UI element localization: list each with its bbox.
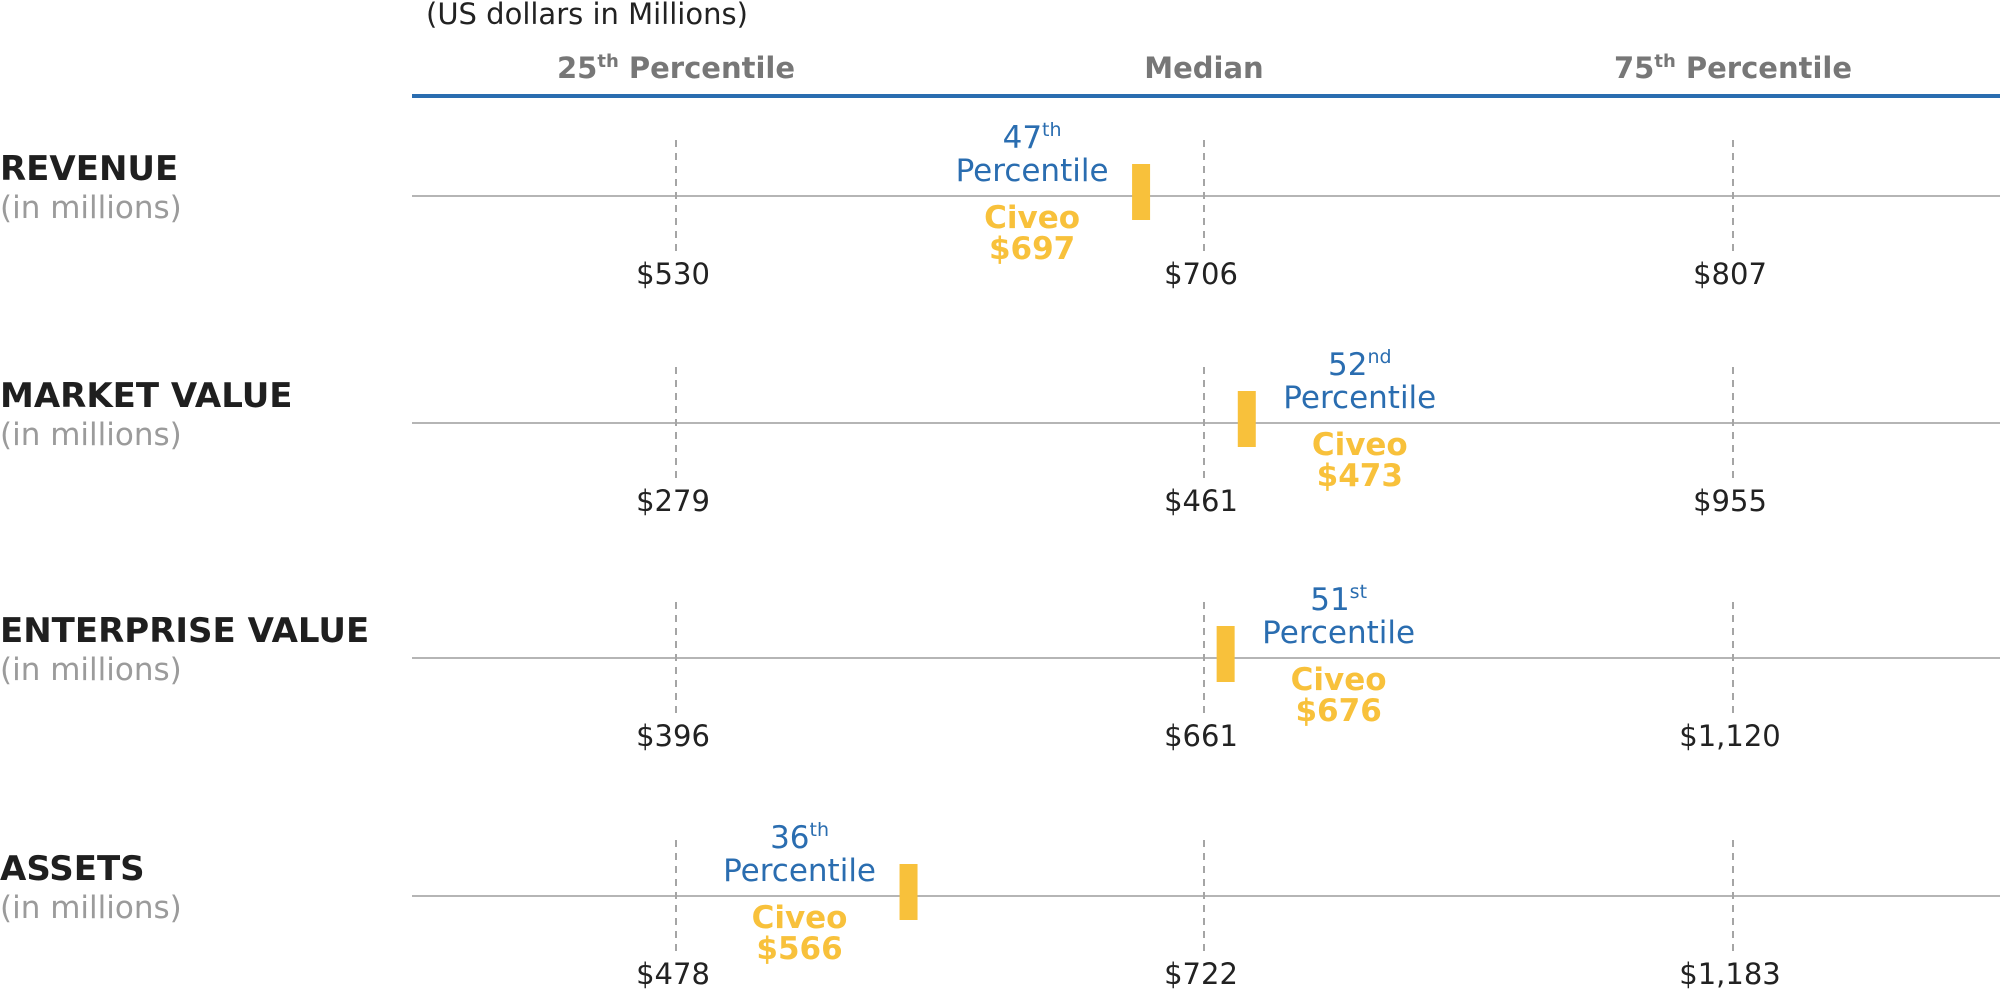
company-value: $697 xyxy=(989,231,1075,267)
percentile-rank-suffix: th xyxy=(1042,119,1062,141)
company-marker xyxy=(899,864,918,920)
percentile-label: Percentile xyxy=(1283,380,1436,416)
row-market-value: MARKET VALUE(in millions) $279 $461 $955 52n… xyxy=(0,346,2000,518)
company-value: $473 xyxy=(1317,458,1403,494)
median-value: $722 xyxy=(1164,957,1238,991)
company-value: $676 xyxy=(1295,693,1381,729)
column-header-value: Median xyxy=(1144,51,1263,85)
median-value: $661 xyxy=(1164,719,1238,753)
company-name: Civeo xyxy=(984,200,1080,236)
percentile-rank: 47th xyxy=(1003,119,1062,156)
median-value: $706 xyxy=(1164,257,1238,291)
median-value: $461 xyxy=(1164,484,1238,518)
row-assets: ASSETS(in millions)$478 $722 $1,18336thPer… xyxy=(0,819,2000,991)
column-header-2: Median xyxy=(1144,51,1263,85)
company-name: Civeo xyxy=(1291,662,1387,698)
p25-value: $478 xyxy=(636,957,710,991)
metric-unit: (in millions) xyxy=(0,652,182,688)
percentile-rank: 52nd xyxy=(1328,346,1392,383)
percentile-label: Percentile xyxy=(723,853,876,889)
p75-value: $1,183 xyxy=(1679,957,1780,991)
metric-unit: (in millions) xyxy=(0,417,182,453)
company-name: Civeo xyxy=(752,900,848,936)
percentile-rank-value: 51 xyxy=(1310,582,1349,618)
units-note: (US dollars in Millions) xyxy=(426,0,748,31)
company-marker xyxy=(1216,626,1235,682)
percentile-rank-value: 36 xyxy=(770,820,809,856)
metric-label: MARKET VALUE xyxy=(0,376,293,416)
metric-unit: (in millions) xyxy=(0,890,182,926)
percentile-rank-suffix: st xyxy=(1350,581,1367,603)
column-header-3: 75th Percentile xyxy=(1614,51,1852,85)
percentile-rank-value: 47 xyxy=(1003,120,1042,156)
column-header-value: 75 xyxy=(1614,51,1654,85)
column-header-value: 25 xyxy=(557,51,597,85)
p75-value: $1,120 xyxy=(1679,719,1780,753)
percentile-rank-value: 52 xyxy=(1328,347,1367,383)
metric-unit: (in millions) xyxy=(0,190,182,226)
metric-label: ENTERPRISE VALUE xyxy=(0,611,369,651)
percentile-rank-suffix: th xyxy=(810,819,830,841)
p25-value: $279 xyxy=(636,484,710,518)
company-marker xyxy=(1237,391,1256,447)
percentile-rank-suffix: nd xyxy=(1367,346,1391,368)
column-headers: 25th Percentile Median 75th Percentile xyxy=(557,51,1852,85)
column-header-label: Percentile xyxy=(619,51,795,85)
p75-value: $955 xyxy=(1693,484,1767,518)
column-header-suffix: th xyxy=(1654,51,1675,72)
p75-value: $807 xyxy=(1693,257,1767,291)
percentile-label: Percentile xyxy=(956,153,1109,189)
column-header-label: Percentile xyxy=(1676,51,1852,85)
column-header-suffix: th xyxy=(597,51,618,72)
row-revenue: REVENUE(in millions)$530 $706 $80747thPerc… xyxy=(0,119,2000,291)
metric-rows: REVENUE(in millions)$530 $706 $80747thPerc… xyxy=(0,119,2000,991)
p25-value: $396 xyxy=(636,719,710,753)
percentile-label: Percentile xyxy=(1262,615,1415,651)
company-marker xyxy=(1132,164,1151,220)
company-name: Civeo xyxy=(1312,427,1408,463)
metric-label: REVENUE xyxy=(0,149,178,189)
row-enterprise-value: ENTERPRISE VALUE(in millions) $396 $661 $1,… xyxy=(0,581,2000,753)
column-header-1: 25th Percentile xyxy=(557,51,795,85)
percentile-rank: 51st xyxy=(1310,581,1367,618)
company-value: $566 xyxy=(756,931,842,967)
metric-label: ASSETS xyxy=(0,849,145,889)
percentile-rank: 36th xyxy=(770,819,829,856)
p25-value: $530 xyxy=(636,257,710,291)
